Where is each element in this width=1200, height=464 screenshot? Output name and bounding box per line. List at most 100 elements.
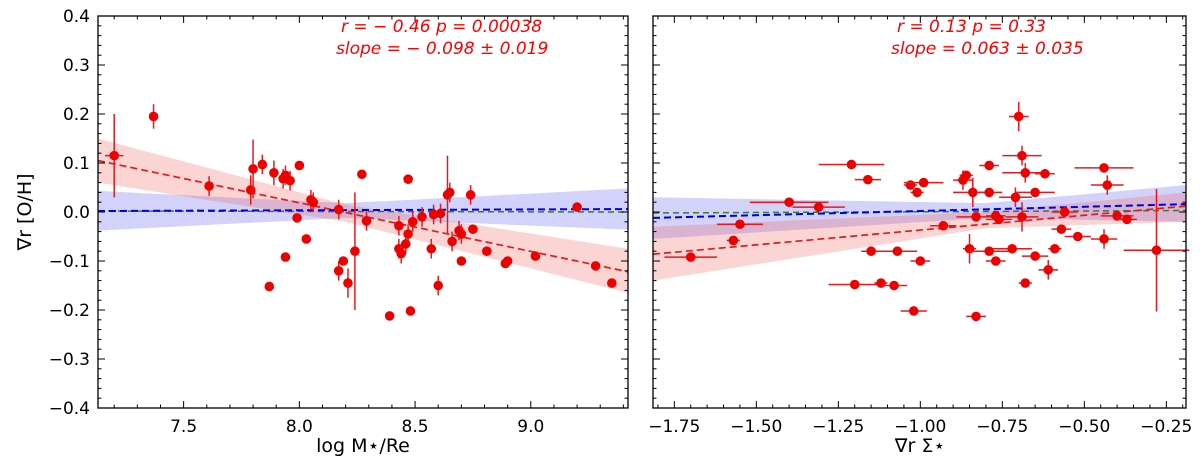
right-data-point-37 <box>1030 251 1040 261</box>
right-data-point-44 <box>1072 231 1083 242</box>
y-tick-label-6: 0.2 <box>63 105 90 125</box>
left-data-point-27 <box>396 248 406 259</box>
right-data-point-8 <box>866 246 876 256</box>
right-x-tick-label-2: −1.25 <box>812 417 864 437</box>
right-x-tick-label-5: −0.50 <box>1058 417 1110 437</box>
right-data-point-16 <box>918 177 929 188</box>
left-data-point-36 <box>433 280 444 291</box>
right-data-point-45 <box>1099 163 1109 173</box>
right-data-point-19 <box>961 170 972 181</box>
left-annotation-slope: slope = − 0.098 ± 0.019 <box>336 39 548 59</box>
right-data-point-42 <box>1056 224 1067 234</box>
right-x-tick-label-0: −1.75 <box>648 417 700 437</box>
left-green-reference-line <box>97 210 629 213</box>
left-x-tick-label-1: 8.0 <box>286 417 313 437</box>
right-data-point-20 <box>964 243 975 254</box>
left-data-point-32 <box>407 217 418 227</box>
left-data-point-7 <box>269 168 279 178</box>
left-data-point-43 <box>456 229 467 239</box>
left-data-point-29 <box>403 229 413 239</box>
right-data-point-10 <box>889 280 899 291</box>
left-x-axis-label: log M⋆/Re <box>316 435 410 457</box>
left-data-point-23 <box>361 216 372 226</box>
left-data-point-37 <box>435 208 446 219</box>
right-x-tick-label-3: −1.00 <box>894 417 946 437</box>
right-data-point-21 <box>968 187 978 198</box>
right-data-point-2 <box>735 219 745 230</box>
left-data-point-30 <box>403 174 413 184</box>
right-data-point-38 <box>1030 187 1040 198</box>
left-data-point-28 <box>401 239 411 249</box>
left-data-point-49 <box>530 251 541 261</box>
left-data-point-40 <box>447 236 457 247</box>
right-red-confidence-band <box>653 192 1186 281</box>
right-data-point-28 <box>984 187 994 198</box>
right-data-point-5 <box>846 159 857 170</box>
right-data-point-17 <box>938 220 949 231</box>
right-data-point-31 <box>1007 243 1017 254</box>
right-data-point-33 <box>1017 150 1027 161</box>
left-data-point-6 <box>264 281 275 292</box>
left-data-point-31 <box>405 306 416 316</box>
right-data-point-36 <box>1017 212 1027 222</box>
right-data-point-9 <box>876 278 886 288</box>
left-data-point-42 <box>456 256 467 266</box>
right-data-point-22 <box>971 212 981 222</box>
right-data-point-50 <box>1151 245 1162 256</box>
right-panel: −1.75 −1.50 −1.25 −1.00 −0.75 −0.50 −0.25 r = … <box>648 15 1192 457</box>
left-data-point-39 <box>444 187 455 198</box>
left-data-point-0 <box>109 150 120 161</box>
right-data-point-7 <box>863 174 873 185</box>
right-data-point-29 <box>994 214 1004 225</box>
right-data-point-3 <box>784 197 794 207</box>
right-data-point-39 <box>1040 168 1050 179</box>
right-data-point-49 <box>1122 214 1132 225</box>
right-data-point-47 <box>1099 234 1109 244</box>
right-data-point-12 <box>905 180 916 190</box>
right-data-point-6 <box>849 279 860 290</box>
left-data-point-45 <box>468 224 478 234</box>
left-x-tick-label-3: 9.0 <box>517 417 544 437</box>
left-data-point-13 <box>294 160 305 171</box>
right-green-reference-line <box>652 209 1187 214</box>
left-data-point-33 <box>417 212 427 222</box>
left-data-point-17 <box>333 204 344 215</box>
right-x-tick-label-4: −0.75 <box>976 417 1028 437</box>
right-data-point-25 <box>984 246 994 256</box>
y-tick-label-5: 0.1 <box>63 154 90 174</box>
left-data-point-51 <box>590 261 601 271</box>
left-blue-fit-line <box>97 208 629 213</box>
y-tick-label-1: −0.3 <box>49 350 90 370</box>
y-tick-label-7: 0.3 <box>63 56 90 76</box>
right-annotation-slope: slope = 0.063 ± 0.035 <box>891 39 1084 59</box>
left-data-point-1 <box>148 111 159 122</box>
right-data-point-11 <box>892 246 903 256</box>
left-data-point-4 <box>248 164 258 174</box>
right-data-point-41 <box>1050 243 1060 254</box>
right-data-point-40 <box>1043 265 1054 275</box>
left-data-point-14 <box>301 234 312 244</box>
left-data-point-52 <box>606 278 617 288</box>
left-data-point-34 <box>426 243 437 254</box>
left-data-point-2 <box>204 181 214 191</box>
y-tick-label-8: 0.4 <box>63 7 90 27</box>
left-data-point-18 <box>333 266 344 276</box>
left-data-point-20 <box>343 278 353 288</box>
right-data-point-32 <box>1013 111 1024 122</box>
left-red-fit-line <box>97 159 629 273</box>
right-annotation-stats: r = 0.13 p = 0.33 <box>897 17 1046 37</box>
left-data-point-44 <box>465 190 476 200</box>
right-data-point-34 <box>1020 168 1031 178</box>
left-data-point-3 <box>245 185 256 195</box>
right-data-point-48 <box>1112 211 1122 221</box>
right-x-tick-label-1: −1.50 <box>730 417 782 437</box>
y-tick-label-3: −0.1 <box>49 252 90 272</box>
right-blue-fit-line <box>652 203 1187 219</box>
left-data-point-12 <box>292 213 302 223</box>
right-data-point-1 <box>728 235 739 246</box>
right-data-point-15 <box>915 256 926 266</box>
right-data-point-46 <box>1102 180 1113 190</box>
left-data-point-21 <box>350 246 360 256</box>
y-axis-label: ∇r [O/H] <box>14 173 36 251</box>
